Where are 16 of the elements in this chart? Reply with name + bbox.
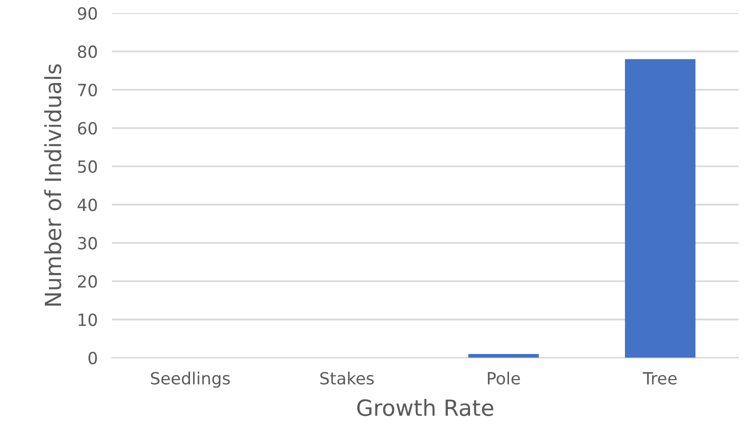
x-tick-label: Tree	[642, 372, 677, 385]
x-tick-label: Pole	[488, 372, 520, 385]
y-tick-label: 0	[88, 352, 97, 364]
x-tick-label: Stakes	[320, 372, 374, 385]
x-axis-title: Growth Rate	[357, 398, 494, 416]
y-tick-label: 10	[78, 313, 97, 326]
y-tick-label: 30	[78, 236, 97, 250]
x-tick-label: Seedlings	[150, 372, 230, 388]
y-tick-label: 50	[78, 160, 97, 173]
y-tick-label: 90	[78, 7, 97, 20]
y-tick-label: 60	[78, 122, 97, 135]
y-tick-label: 20	[78, 275, 97, 288]
y-tick-label: 80	[78, 45, 97, 58]
y-tick-label: 70	[78, 84, 97, 96]
y-tick-label: 40	[78, 198, 97, 212]
y-axis-title: Number of Individuals	[44, 64, 62, 306]
